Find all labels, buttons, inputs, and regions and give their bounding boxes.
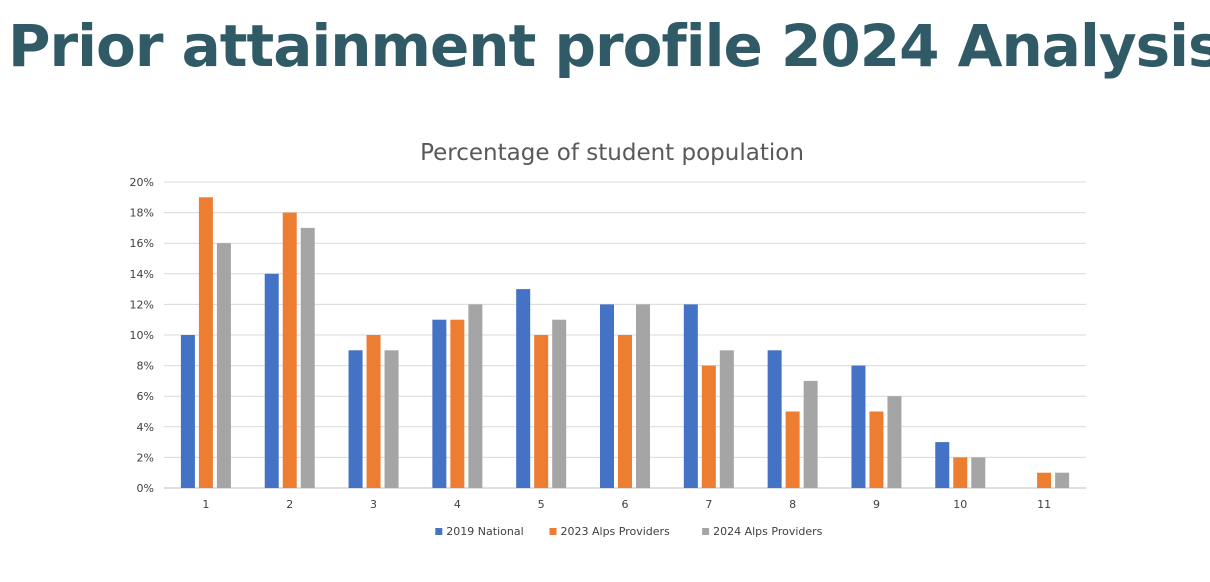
bar-series-1-cat-9 bbox=[851, 365, 866, 488]
y-tick-label: 14% bbox=[130, 268, 154, 281]
legend-swatch-2 bbox=[549, 528, 557, 535]
bar-series-3-cat-10 bbox=[971, 457, 986, 488]
legend-label-2: 2023 Alps Providers bbox=[561, 525, 671, 538]
x-tick-label: 2 bbox=[286, 498, 293, 511]
y-tick-label: 6% bbox=[137, 390, 154, 403]
x-tick-label: 4 bbox=[454, 498, 461, 511]
bar-series-2-cat-1 bbox=[198, 197, 213, 489]
chart-title: Percentage of student population bbox=[420, 140, 804, 166]
bar-series-2-cat-2 bbox=[282, 212, 297, 488]
bar-series-1-cat-1 bbox=[180, 335, 195, 488]
y-tick-label: 2% bbox=[137, 451, 154, 464]
x-tick-label: 7 bbox=[705, 498, 712, 511]
y-tick-label: 20% bbox=[130, 176, 154, 189]
legend-swatch-1 bbox=[435, 528, 443, 535]
legend-swatch-3 bbox=[702, 528, 710, 535]
y-tick-label: 12% bbox=[130, 298, 154, 311]
bar-series-3-cat-11 bbox=[1055, 472, 1070, 488]
bar-series-1-cat-4 bbox=[432, 319, 447, 488]
bar-series-2-cat-4 bbox=[450, 319, 465, 488]
bar-series-2-cat-3 bbox=[366, 335, 381, 488]
bar-series-1-cat-2 bbox=[264, 273, 279, 488]
bar-series-1-cat-10 bbox=[935, 442, 950, 488]
bar-series-3-cat-7 bbox=[719, 350, 734, 488]
bar-series-1-cat-8 bbox=[767, 350, 782, 488]
x-tick-label: 5 bbox=[538, 498, 545, 511]
bar-series-2-cat-9 bbox=[869, 411, 884, 488]
legend-label-1: 2019 National bbox=[446, 525, 523, 538]
bar-series-1-cat-6 bbox=[600, 304, 614, 488]
y-tick-label: 4% bbox=[137, 421, 154, 434]
x-tick-label: 9 bbox=[873, 498, 880, 511]
bar-series-3-cat-2 bbox=[300, 227, 315, 488]
bar-series-3-cat-8 bbox=[803, 380, 818, 488]
y-tick-label: 8% bbox=[137, 360, 154, 373]
bar-series-2-cat-11 bbox=[1037, 472, 1052, 488]
x-tick-label: 11 bbox=[1037, 498, 1051, 511]
y-axis-tick-labels: 0% 2% 4% 6% 8% 10% 12% 14% 16% 18% 20% bbox=[130, 176, 154, 495]
bars bbox=[180, 197, 1070, 489]
bar-series-3-cat-4 bbox=[468, 304, 483, 488]
x-tick-label: 1 bbox=[202, 498, 209, 511]
bar-series-3-cat-1 bbox=[216, 243, 231, 488]
x-tick-label: 10 bbox=[953, 498, 967, 511]
x-axis-tick-labels: 1 2 3 4 5 6 7 8 9 10 11 bbox=[202, 498, 1051, 511]
bar-series-2-cat-8 bbox=[785, 411, 800, 488]
bar-series-2-cat-10 bbox=[953, 457, 968, 488]
y-tick-label: 0% bbox=[137, 482, 154, 495]
bar-series-3-cat-3 bbox=[384, 350, 399, 488]
x-tick-label: 3 bbox=[370, 498, 377, 511]
y-tick-label: 18% bbox=[130, 207, 154, 220]
bar-series-1-cat-3 bbox=[348, 350, 363, 488]
bar-series-1-cat-7 bbox=[683, 304, 698, 488]
y-tick-label: 10% bbox=[130, 329, 154, 342]
page-title: Prior attainment profile 2024 Analysis bbox=[8, 12, 1210, 80]
bar-series-3-cat-5 bbox=[552, 319, 567, 488]
y-tick-label: 16% bbox=[130, 237, 154, 250]
x-tick-label: 6 bbox=[622, 498, 629, 511]
bar-series-2-cat-5 bbox=[534, 335, 549, 488]
bar-series-2-cat-6 bbox=[618, 335, 632, 488]
legend: 2019 National 2023 Alps Providers 2024 Alp… bbox=[435, 525, 823, 538]
legend-label-3: 2024 Alps Providers bbox=[713, 525, 823, 538]
bar-series-3-cat-9 bbox=[887, 396, 902, 488]
x-tick-label: 8 bbox=[789, 498, 796, 511]
bar-series-3-cat-6 bbox=[636, 304, 650, 488]
bar-series-1-cat-5 bbox=[516, 289, 531, 488]
bar-series-2-cat-7 bbox=[701, 365, 716, 488]
